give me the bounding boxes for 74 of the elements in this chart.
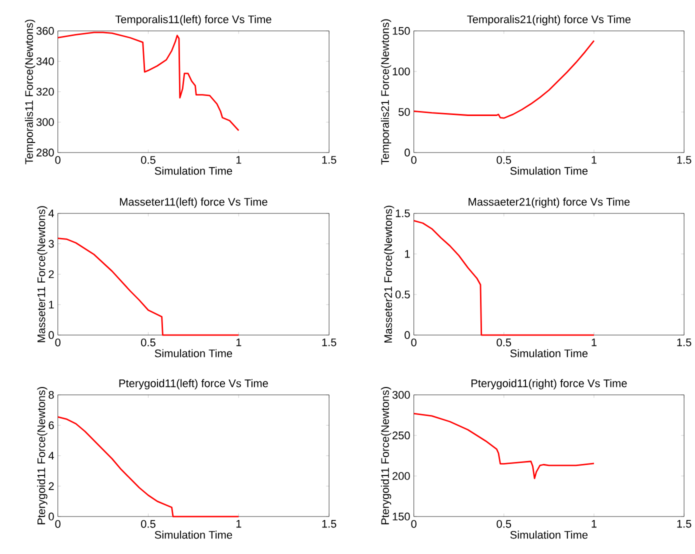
y-tick-label: 1 bbox=[49, 300, 54, 308]
x-axis-title: Simulation Time bbox=[510, 530, 588, 539]
x-tick-label: 1 bbox=[592, 156, 597, 164]
x-tick-label: 1.5 bbox=[322, 520, 336, 528]
x-tick-label: 0 bbox=[411, 338, 416, 346]
x-axis-title: Simulation Time bbox=[510, 166, 588, 175]
y-tick-label: 150 bbox=[392, 26, 410, 35]
y-tick-label: 50 bbox=[398, 108, 410, 116]
y-tick-label: 320 bbox=[36, 88, 54, 96]
x-axis-title: Simulation Time bbox=[154, 166, 232, 175]
y-tick-label: 0 bbox=[404, 330, 410, 339]
chart-title: Pterygoid11(right) force Vs Time bbox=[472, 378, 627, 390]
x-axis-title: Simulation Time bbox=[510, 348, 588, 358]
x-tick-label: 0.5 bbox=[496, 338, 512, 346]
y-tick-label: 1.5 bbox=[396, 209, 410, 218]
x-tick-label: 0 bbox=[55, 156, 60, 164]
x-tick-label: 0.5 bbox=[496, 156, 512, 164]
x-tick-label: 1 bbox=[592, 520, 597, 528]
y-tick-label: 0 bbox=[48, 512, 54, 520]
y-tick-label: 150 bbox=[392, 512, 410, 520]
line-series bbox=[57, 416, 240, 518]
x-tick-label: 1 bbox=[236, 520, 242, 528]
line-series bbox=[413, 220, 595, 336]
y-tick-label: 200 bbox=[392, 472, 410, 480]
y-tick-label: 3 bbox=[48, 240, 54, 248]
y-axis-title: Pterygoid11 Force(Newtons) bbox=[380, 386, 392, 524]
y-tick-label: 300 bbox=[36, 118, 54, 126]
y-tick-label: 0 bbox=[404, 148, 410, 156]
y-tick-label: 250 bbox=[392, 431, 410, 440]
y-tick-label: 0 bbox=[48, 330, 54, 339]
x-tick-label: 0.5 bbox=[141, 156, 156, 164]
y-tick-label: 1 bbox=[405, 250, 410, 258]
y-tick-label: 0.5 bbox=[395, 290, 410, 298]
y-tick-label: 300 bbox=[392, 390, 410, 399]
line-series bbox=[57, 237, 240, 336]
x-tick-label: 0 bbox=[55, 338, 60, 346]
x-tick-label: 0 bbox=[55, 520, 60, 528]
y-axis-title: Temporalis21 Force(Newtons) bbox=[380, 19, 392, 164]
y-tick-label: 100 bbox=[392, 67, 410, 76]
x-tick-label: 0.5 bbox=[141, 520, 156, 528]
y-tick-label: 2 bbox=[48, 270, 54, 278]
chart-title: Temporalis21(right) force Vs Time bbox=[467, 14, 631, 26]
y-tick-label: 4 bbox=[48, 452, 54, 460]
x-tick-label: 1 bbox=[236, 156, 242, 164]
y-axis-title: Masseter21 Force(Newtons) bbox=[384, 206, 394, 342]
x-tick-label: 1.5 bbox=[677, 338, 692, 346]
chart-title: Masseter11(left) force Vs Time bbox=[120, 197, 268, 208]
x-tick-label: 1 bbox=[236, 338, 242, 346]
chart-title: Temporalis11(left) force Vs Time bbox=[115, 14, 272, 26]
x-tick-label: 1.5 bbox=[677, 520, 692, 528]
y-tick-label: 4 bbox=[48, 209, 54, 217]
y-tick-label: 340 bbox=[36, 57, 54, 65]
x-tick-label: 0 bbox=[411, 156, 416, 164]
x-tick-label: 1.5 bbox=[322, 338, 336, 346]
y-axis-title: Pterygoid11 Force(Newtons) bbox=[37, 386, 48, 524]
line-series bbox=[57, 32, 240, 132]
x-tick-label: 0.5 bbox=[496, 520, 512, 528]
y-tick-label: 2 bbox=[48, 482, 54, 490]
y-tick-label: 8 bbox=[48, 390, 54, 399]
x-tick-label: 1.5 bbox=[322, 156, 336, 164]
x-axis-title: Simulation Time bbox=[154, 530, 232, 539]
x-tick-label: 1.5 bbox=[677, 156, 692, 164]
y-tick-label: 6 bbox=[48, 421, 54, 429]
y-axis-title: Masseter11 Force(Newtons) bbox=[37, 206, 48, 342]
x-tick-label: 0.5 bbox=[141, 338, 156, 346]
y-tick-label: 360 bbox=[36, 26, 54, 35]
y-tick-label: 280 bbox=[36, 148, 54, 156]
chart-title: Massaeter21(right) force Vs Time bbox=[468, 197, 630, 208]
x-tick-label: 1 bbox=[592, 338, 596, 346]
chart-title: Pterygoid11(left) force Vs Time bbox=[119, 378, 268, 390]
y-axis-title: Temporalis11 Force(Newtons) bbox=[24, 19, 36, 164]
x-tick-label: 0 bbox=[411, 520, 416, 528]
x-axis-title: Simulation Time bbox=[154, 348, 232, 358]
line-series bbox=[413, 412, 595, 479]
